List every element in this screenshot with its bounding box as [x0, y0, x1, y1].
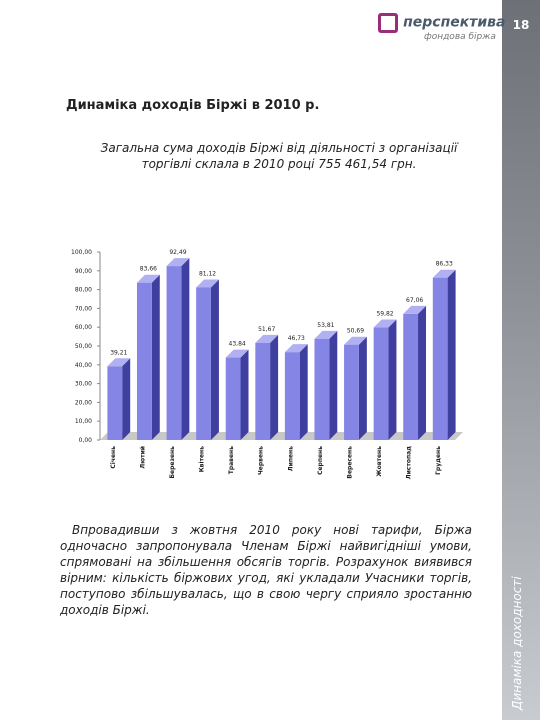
bar — [166, 266, 182, 440]
bar-top — [255, 334, 279, 343]
value-label: 46,73 — [288, 335, 305, 342]
x-tick-label: Жовтень — [376, 446, 383, 477]
intro: Загальна сума доходів Біржі від діяльнос… — [100, 141, 458, 171]
logo-icon — [378, 12, 398, 33]
title: Динаміка доходів Біржі в 2010 р. — [66, 98, 320, 113]
body-text: Впровадивши з жовтня 2010 року нові тари… — [60, 523, 472, 617]
y-tick-label: 40,00 — [75, 362, 92, 369]
chart-floor — [100, 432, 463, 440]
bar — [373, 327, 389, 440]
value-label: 86,33 — [436, 261, 453, 268]
bar-top — [403, 305, 427, 314]
x-tick-label: Січень — [110, 446, 117, 469]
value-label: 53,81 — [317, 322, 334, 329]
value-label: 83,66 — [140, 266, 157, 273]
value-label: 59,82 — [376, 311, 393, 318]
x-tick-label: Березень — [169, 446, 176, 479]
value-label: 67,06 — [406, 297, 423, 304]
bar-side — [418, 305, 427, 440]
logo: перспектива фондова біржа — [378, 12, 506, 42]
bar-top — [136, 274, 160, 283]
bar — [225, 357, 241, 440]
bar — [255, 342, 271, 440]
bar-top — [373, 319, 397, 328]
bar — [403, 313, 419, 440]
y-tick-label: 0,00 — [79, 437, 93, 444]
logo-name: перспектива — [403, 14, 506, 31]
y-tick-label: 80,00 — [75, 287, 92, 294]
bar-side — [151, 274, 160, 440]
side-stripe — [502, 0, 540, 720]
value-label: 43,84 — [229, 341, 246, 348]
value-label: 50,69 — [347, 328, 364, 335]
bar-side — [210, 279, 219, 440]
value-label: 81,12 — [199, 270, 216, 277]
x-tick-label: Вересень — [346, 446, 353, 479]
y-tick-label: 20,00 — [75, 399, 92, 406]
bar — [432, 277, 448, 440]
y-tick-label: 50,00 — [75, 343, 92, 350]
x-tick-label: Липень — [287, 446, 294, 472]
bar-top — [166, 258, 190, 267]
bar — [284, 352, 300, 440]
x-tick-label: Червень — [258, 446, 265, 475]
chart: 0,00 10,00 20,00 30,00 40,00 50,00 60,00 70,00 8… — [71, 249, 463, 480]
bar-side — [299, 344, 308, 440]
bar-top — [284, 344, 308, 353]
bar-side — [122, 358, 131, 440]
bar — [196, 287, 211, 440]
bar — [136, 282, 152, 440]
y-tick-label: 30,00 — [75, 381, 92, 388]
bar-top — [107, 358, 131, 367]
bar-top — [432, 269, 456, 278]
y-tick-label: 70,00 — [75, 305, 92, 312]
x-tick-label: Травень — [228, 446, 235, 474]
x-tick-label: Листопад — [406, 446, 413, 480]
value-label: 92,49 — [169, 249, 186, 256]
x-tick-label: Квітень — [199, 446, 206, 472]
bar-side — [358, 336, 367, 440]
bar — [107, 366, 123, 440]
y-tick-label: 60,00 — [75, 324, 92, 331]
value-label: 51,67 — [258, 326, 275, 333]
bar — [344, 344, 359, 440]
bar-top — [225, 349, 249, 358]
bar-side — [388, 319, 397, 440]
x-tick-label: Грудень — [435, 446, 442, 475]
y-tick-label: 100,00 — [71, 249, 92, 256]
bar — [314, 338, 330, 440]
y-tick-label: 10,00 — [75, 418, 92, 425]
bar-side — [447, 269, 456, 440]
value-label: 39,21 — [110, 349, 127, 356]
bar-top — [344, 336, 367, 345]
bar-side — [240, 349, 249, 440]
bar-top — [314, 330, 338, 339]
logo-subtitle: фондова біржа — [424, 32, 496, 42]
side-label: Динаміка доходності — [510, 576, 524, 710]
y-tick-label: 90,00 — [75, 268, 92, 275]
page-number: 18 — [512, 18, 530, 32]
x-tick-label: Лютий — [139, 446, 146, 469]
bar-side — [270, 334, 279, 440]
bar-top — [196, 279, 219, 288]
x-tick-label: Серпень — [317, 446, 324, 475]
bar-side — [181, 258, 190, 440]
bar-side — [329, 330, 338, 440]
